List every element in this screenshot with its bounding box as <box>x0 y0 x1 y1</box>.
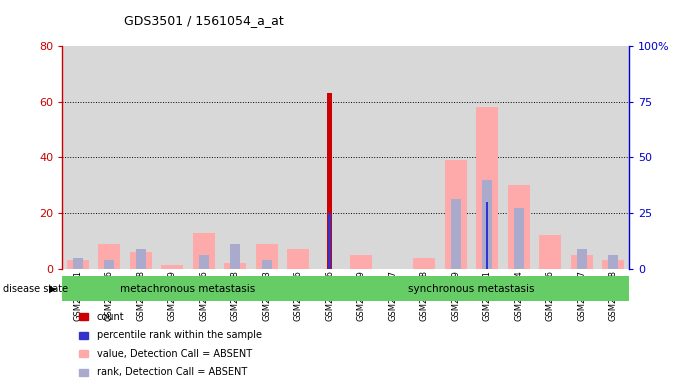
Text: synchronous metastasis: synchronous metastasis <box>408 284 535 294</box>
Bar <box>230 244 240 269</box>
Bar <box>314 276 629 301</box>
Bar <box>566 46 597 269</box>
Bar <box>188 46 220 269</box>
Bar <box>73 258 83 269</box>
Bar <box>125 46 157 269</box>
Bar <box>157 46 188 269</box>
Text: value, Detection Call = ABSENT: value, Detection Call = ABSENT <box>97 349 252 359</box>
Bar <box>328 213 331 269</box>
Bar <box>476 108 498 269</box>
Bar <box>62 46 94 269</box>
Bar <box>471 46 503 269</box>
Bar <box>62 276 314 301</box>
Bar <box>130 252 152 269</box>
Bar <box>256 244 278 269</box>
Bar <box>225 263 246 269</box>
Bar <box>314 46 346 269</box>
Bar <box>608 255 618 269</box>
Bar <box>193 233 215 269</box>
Bar <box>513 208 524 269</box>
Bar <box>199 255 209 269</box>
Text: GDS3501 / 1561054_a_at: GDS3501 / 1561054_a_at <box>124 14 284 27</box>
Bar <box>98 244 120 269</box>
Bar <box>283 46 314 269</box>
Bar <box>287 249 310 269</box>
Bar <box>220 46 251 269</box>
Bar <box>440 46 471 269</box>
Bar <box>503 46 534 269</box>
Text: disease state: disease state <box>3 284 68 294</box>
Bar <box>413 258 435 269</box>
Bar <box>94 46 125 269</box>
Bar <box>508 185 529 269</box>
Text: count: count <box>97 312 124 322</box>
Bar <box>377 46 408 269</box>
Bar <box>534 46 566 269</box>
Bar <box>576 249 587 269</box>
Bar <box>104 260 115 269</box>
Text: metachronous metastasis: metachronous metastasis <box>120 284 256 294</box>
Bar <box>350 255 372 269</box>
Bar <box>571 255 593 269</box>
Bar <box>486 202 489 269</box>
Bar <box>67 260 89 269</box>
Bar <box>262 260 272 269</box>
Bar <box>602 260 624 269</box>
Bar <box>161 265 183 269</box>
Bar <box>539 235 561 269</box>
Bar <box>444 160 466 269</box>
Bar <box>482 180 492 269</box>
Bar <box>136 249 146 269</box>
Text: percentile rank within the sample: percentile rank within the sample <box>97 330 262 340</box>
Bar <box>328 93 332 269</box>
Text: rank, Detection Call = ABSENT: rank, Detection Call = ABSENT <box>97 367 247 377</box>
Bar <box>346 46 377 269</box>
Bar <box>451 199 461 269</box>
Bar <box>408 46 440 269</box>
Bar <box>251 46 283 269</box>
Text: ▶: ▶ <box>49 284 57 294</box>
Bar <box>597 46 629 269</box>
